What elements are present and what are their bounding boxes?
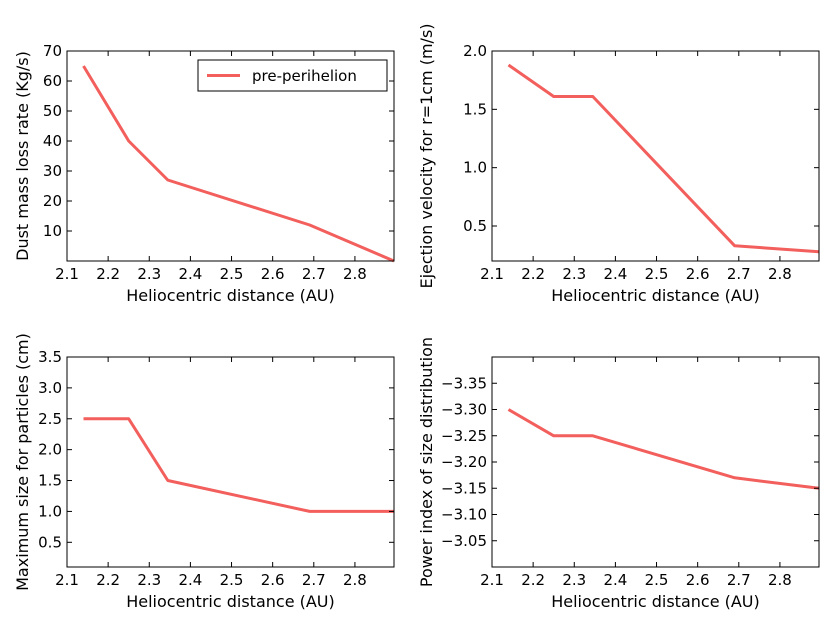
y-tick-label: 1.5	[38, 472, 62, 490]
x-tick-label: 2.4	[603, 571, 627, 589]
x-tick-label: 2.3	[562, 571, 586, 589]
y-tick-label: 10	[43, 222, 62, 240]
series-line-pre-perihelion	[507, 408, 820, 490]
x-tick-label: 2.3	[562, 265, 586, 283]
series-line-pre-perihelion	[507, 63, 820, 254]
subplot-2: 2.1 2.2 2.3 2.4 2.5 2.6 2.7 2.8 0.5 1.0 1.5 2.0 Heli…	[417, 23, 820, 305]
x-tick-label: 2.7	[302, 265, 326, 283]
y-tick-label: 2.0	[463, 42, 487, 60]
y-tick-label: 50	[43, 102, 62, 120]
y-tick-label: −3.25	[441, 427, 487, 445]
y-tick-label: −3.30	[441, 401, 487, 419]
x-tick-label: 2.8	[768, 571, 792, 589]
x-tick-label: 2.5	[220, 265, 244, 283]
x-tick-label: 2.2	[521, 265, 545, 283]
series-line-pre-perihelion	[82, 65, 395, 263]
y-tick-label: −3.20	[441, 453, 487, 471]
y-axis-label: Dust mass loss rate (Kg/s)	[13, 51, 32, 261]
y-tick-label: 2.5	[38, 410, 62, 428]
y-tick-label: −3.10	[441, 506, 487, 524]
x-tick-label: 2.8	[768, 265, 792, 283]
x-tick-label: 2.4	[178, 265, 202, 283]
plot-frame	[66, 356, 395, 568]
x-tick-label: 2.5	[645, 571, 669, 589]
plot-frame	[491, 50, 820, 262]
y-tick-label: 2.0	[38, 441, 62, 459]
legend-label: pre-perihelion	[252, 67, 357, 85]
x-tick-label: 2.4	[178, 571, 202, 589]
y-tick-label: 60	[43, 72, 62, 90]
x-axis-label: Heliocentric distance (AU)	[126, 286, 335, 305]
x-tick-label: 2.2	[96, 265, 120, 283]
y-axis-label: Maximum size for particles (cm)	[13, 333, 32, 591]
legend: pre-perihelion	[197, 59, 388, 92]
x-tick-label: 2.2	[521, 571, 545, 589]
x-tick-label: 2.6	[686, 265, 710, 283]
y-tick-label: 3.5	[38, 348, 62, 366]
x-tick-label: 2.5	[220, 571, 244, 589]
x-axis-label: Heliocentric distance (AU)	[551, 286, 760, 305]
subplot-1: 2.1 2.2 2.3 2.4 2.5 2.6 2.7 2.8 10 20 30 40 50 60 70 He…	[13, 42, 395, 305]
x-tick-label: 2.6	[686, 571, 710, 589]
x-tick-label: 2.1	[480, 571, 504, 589]
y-tick-label: 20	[43, 192, 62, 210]
y-tick-label: 30	[43, 162, 62, 180]
y-axis-label: Ejection velocity for r=1cm (m/s)	[417, 23, 436, 288]
plot-frame	[66, 50, 395, 262]
x-tick-label: 2.8	[343, 571, 367, 589]
y-tick-label: 3.0	[38, 379, 62, 397]
x-tick-label: 2.6	[261, 265, 285, 283]
y-tick-label: 0.5	[463, 217, 487, 235]
x-tick-label: 2.7	[727, 265, 751, 283]
x-tick-label: 2.3	[137, 265, 161, 283]
y-tick-label: 40	[43, 132, 62, 150]
y-tick-label: −3.35	[441, 374, 487, 392]
x-tick-label: 2.1	[55, 265, 79, 283]
x-tick-label: 2.8	[343, 265, 367, 283]
x-axis-label: Heliocentric distance (AU)	[126, 592, 335, 611]
x-tick-label: 2.2	[96, 571, 120, 589]
x-tick-label: 2.7	[727, 571, 751, 589]
y-tick-label: 70	[43, 42, 62, 60]
y-tick-label: 1.0	[38, 502, 62, 520]
y-axis-label: Power index of size distribution	[417, 337, 436, 587]
x-tick-label: 2.1	[55, 571, 79, 589]
series-line-pre-perihelion	[83, 417, 394, 513]
x-tick-label: 2.1	[480, 265, 504, 283]
subplot-4: 2.1 2.2 2.3 2.4 2.5 2.6 2.7 2.8 −3.35 −3.30 −3.25 −…	[417, 337, 820, 611]
x-tick-label: 2.4	[603, 265, 627, 283]
x-axis-label: Heliocentric distance (AU)	[551, 592, 760, 611]
subplot-3: 2.1 2.2 2.3 2.4 2.5 2.6 2.7 2.8 0.5 1.0 1.5 2.0 2.5 3…	[13, 333, 395, 611]
y-tick-label: −3.05	[441, 532, 487, 550]
y-tick-label: −3.15	[441, 479, 487, 497]
y-tick-label: 1.5	[463, 100, 487, 118]
y-tick-label: 0.5	[38, 533, 62, 551]
y-tick-label: 1.0	[463, 159, 487, 177]
plot-frame	[491, 356, 820, 568]
x-tick-label: 2.5	[645, 265, 669, 283]
x-tick-label: 2.3	[137, 571, 161, 589]
x-tick-label: 2.6	[261, 571, 285, 589]
x-tick-label: 2.7	[302, 571, 326, 589]
